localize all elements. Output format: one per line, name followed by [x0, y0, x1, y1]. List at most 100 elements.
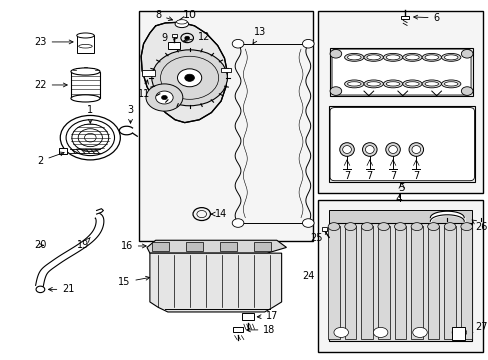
- Bar: [329, 48, 472, 96]
- Text: 6: 6: [413, 13, 439, 23]
- Text: 23: 23: [34, 37, 73, 47]
- Polygon shape: [150, 253, 281, 312]
- Text: 21: 21: [48, 284, 75, 294]
- Bar: [151, 242, 169, 251]
- Bar: [410, 226, 422, 338]
- FancyBboxPatch shape: [331, 49, 470, 95]
- Ellipse shape: [342, 145, 351, 153]
- Ellipse shape: [405, 55, 418, 60]
- Ellipse shape: [77, 33, 94, 38]
- Text: 7: 7: [389, 171, 395, 181]
- Text: 10: 10: [182, 10, 196, 20]
- Circle shape: [146, 84, 183, 111]
- Bar: [444, 226, 455, 338]
- Ellipse shape: [377, 223, 389, 230]
- Ellipse shape: [460, 223, 471, 230]
- Circle shape: [184, 36, 189, 40]
- Ellipse shape: [373, 327, 387, 337]
- Ellipse shape: [363, 80, 383, 88]
- Text: 5: 5: [398, 183, 404, 193]
- Text: 8: 8: [155, 10, 172, 21]
- FancyBboxPatch shape: [329, 108, 473, 181]
- Circle shape: [329, 49, 341, 58]
- Bar: [328, 107, 474, 182]
- Ellipse shape: [383, 80, 402, 88]
- Bar: [185, 242, 203, 251]
- Text: 11: 11: [138, 80, 150, 99]
- Bar: [317, 12, 482, 193]
- Bar: [322, 227, 326, 231]
- Ellipse shape: [402, 53, 421, 61]
- Circle shape: [460, 49, 472, 58]
- Circle shape: [184, 74, 194, 81]
- Bar: [142, 70, 155, 76]
- Text: 3: 3: [127, 105, 133, 123]
- Ellipse shape: [363, 53, 383, 61]
- Ellipse shape: [176, 20, 187, 24]
- Ellipse shape: [394, 223, 406, 230]
- Bar: [168, 42, 180, 49]
- Text: 20: 20: [34, 240, 46, 250]
- Ellipse shape: [386, 82, 399, 86]
- Ellipse shape: [441, 53, 460, 61]
- Circle shape: [161, 95, 167, 100]
- Circle shape: [302, 219, 313, 227]
- Ellipse shape: [366, 55, 380, 60]
- Ellipse shape: [365, 145, 373, 153]
- Ellipse shape: [451, 327, 466, 337]
- Text: 15: 15: [118, 276, 149, 287]
- Text: 25: 25: [309, 231, 327, 243]
- Text: 17: 17: [257, 311, 278, 321]
- Bar: [253, 242, 270, 251]
- Bar: [460, 226, 471, 338]
- Text: 7: 7: [412, 171, 419, 181]
- Ellipse shape: [344, 53, 363, 61]
- Text: 24: 24: [302, 271, 314, 281]
- Text: 26: 26: [471, 220, 487, 231]
- Ellipse shape: [71, 95, 100, 102]
- Bar: [317, 200, 482, 352]
- Ellipse shape: [412, 327, 427, 337]
- Ellipse shape: [444, 223, 455, 230]
- Text: 7: 7: [343, 171, 349, 181]
- Ellipse shape: [339, 143, 354, 156]
- Bar: [242, 314, 253, 320]
- Text: 2: 2: [37, 152, 64, 166]
- Ellipse shape: [441, 80, 460, 88]
- Bar: [377, 226, 389, 338]
- Ellipse shape: [410, 223, 422, 230]
- Ellipse shape: [347, 82, 360, 86]
- Bar: [427, 226, 438, 338]
- Text: 1: 1: [87, 105, 93, 123]
- Bar: [71, 72, 100, 98]
- Text: 16: 16: [120, 241, 146, 251]
- Circle shape: [460, 87, 472, 95]
- Text: 19: 19: [77, 238, 90, 250]
- Ellipse shape: [402, 80, 421, 88]
- Ellipse shape: [421, 80, 441, 88]
- Ellipse shape: [383, 53, 402, 61]
- Ellipse shape: [388, 145, 397, 153]
- Bar: [361, 226, 372, 338]
- Text: 18: 18: [246, 325, 275, 335]
- Polygon shape: [147, 240, 286, 253]
- Ellipse shape: [444, 55, 457, 60]
- Bar: [328, 223, 470, 341]
- Ellipse shape: [405, 82, 418, 86]
- Ellipse shape: [361, 223, 372, 230]
- Text: 9: 9: [161, 33, 177, 43]
- Ellipse shape: [444, 82, 457, 86]
- Text: 22: 22: [34, 80, 67, 90]
- Bar: [233, 327, 243, 332]
- Ellipse shape: [408, 143, 423, 156]
- Ellipse shape: [411, 145, 420, 153]
- Ellipse shape: [385, 143, 400, 156]
- Bar: [59, 148, 66, 154]
- Ellipse shape: [333, 327, 348, 337]
- Polygon shape: [328, 211, 470, 225]
- Ellipse shape: [362, 143, 376, 156]
- Ellipse shape: [427, 223, 438, 230]
- Bar: [344, 226, 356, 338]
- Ellipse shape: [79, 44, 92, 48]
- Text: 7: 7: [366, 171, 372, 181]
